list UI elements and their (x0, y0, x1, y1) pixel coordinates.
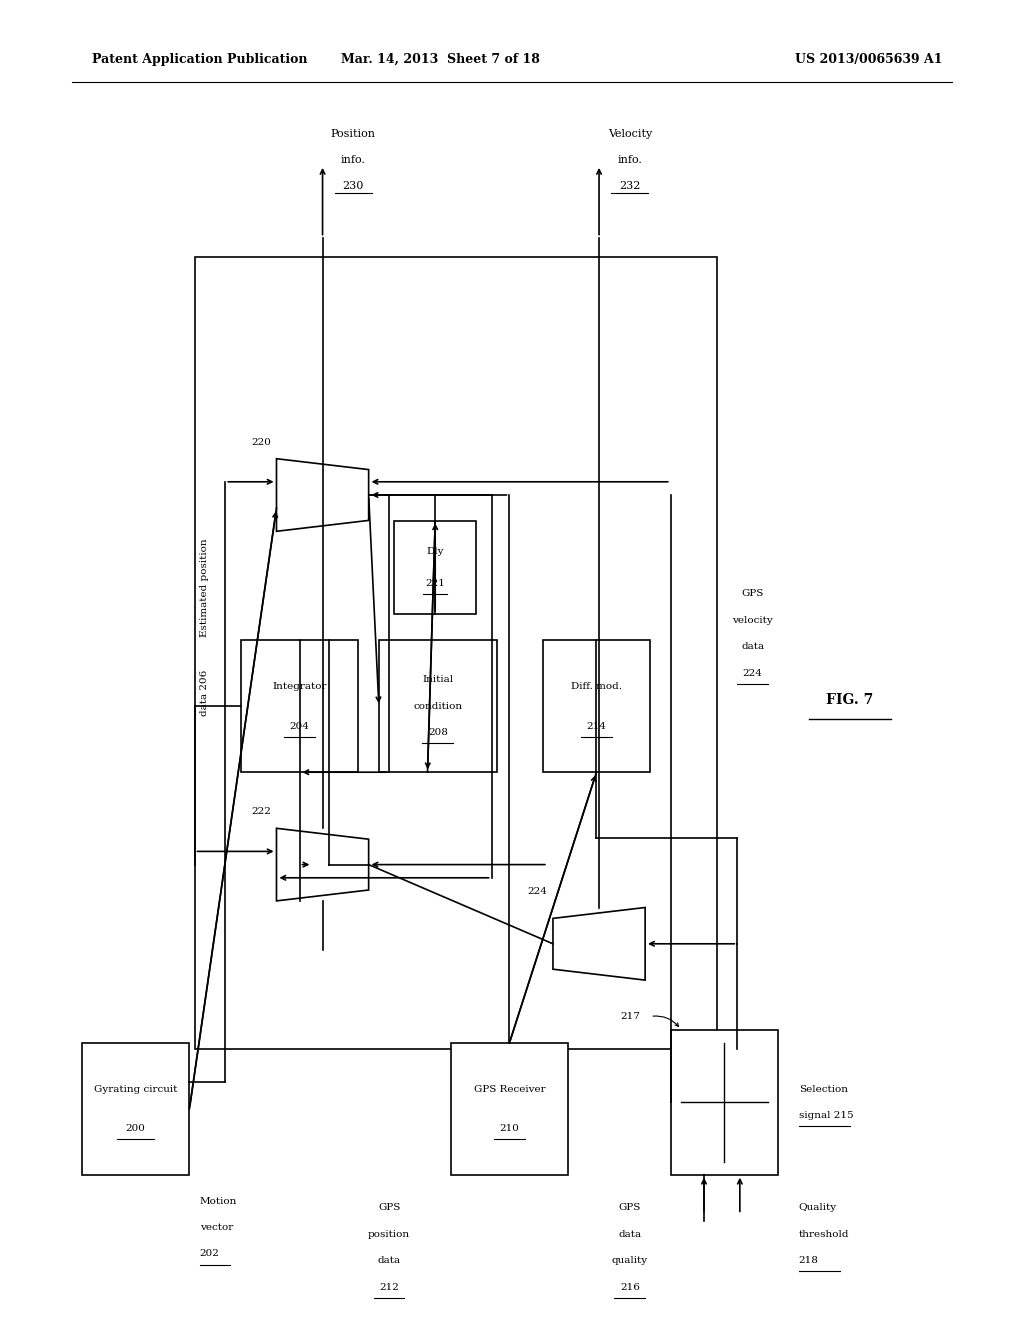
Text: vector: vector (200, 1224, 232, 1232)
Text: 220: 220 (251, 438, 271, 446)
FancyBboxPatch shape (394, 521, 476, 614)
Polygon shape (276, 829, 369, 902)
Text: FIG. 7: FIG. 7 (826, 693, 873, 706)
Text: data: data (618, 1230, 641, 1238)
Text: signal 215: signal 215 (799, 1111, 853, 1119)
Text: 200: 200 (126, 1125, 145, 1133)
Text: Dly: Dly (426, 548, 444, 556)
Text: info.: info. (341, 154, 366, 165)
Text: quality: quality (611, 1257, 648, 1265)
Text: 224: 224 (527, 887, 548, 895)
Text: 214: 214 (587, 722, 606, 730)
Text: GPS Receiver: GPS Receiver (474, 1085, 545, 1093)
FancyBboxPatch shape (379, 640, 497, 772)
Text: 204: 204 (290, 722, 309, 730)
Text: Mar. 14, 2013  Sheet 7 of 18: Mar. 14, 2013 Sheet 7 of 18 (341, 53, 540, 66)
Text: US 2013/0065639 A1: US 2013/0065639 A1 (795, 53, 942, 66)
Text: Patent Application Publication: Patent Application Publication (92, 53, 307, 66)
Text: 230: 230 (343, 181, 364, 191)
Text: Gyrating circuit: Gyrating circuit (94, 1085, 177, 1093)
FancyBboxPatch shape (671, 1030, 778, 1175)
Text: Motion: Motion (200, 1197, 237, 1205)
FancyBboxPatch shape (82, 1043, 189, 1175)
Text: condition: condition (414, 702, 462, 710)
Text: 217: 217 (620, 1012, 640, 1020)
FancyBboxPatch shape (543, 640, 650, 772)
Text: Initial: Initial (422, 676, 454, 684)
Text: GPS: GPS (618, 1204, 641, 1212)
Text: Estimated position: Estimated position (200, 539, 209, 636)
Text: Integrator: Integrator (272, 682, 327, 690)
Text: 210: 210 (500, 1125, 519, 1133)
Text: Position: Position (331, 128, 376, 139)
Text: position: position (368, 1230, 411, 1238)
Polygon shape (276, 459, 369, 531)
Text: Selection: Selection (799, 1085, 848, 1093)
Text: data: data (378, 1257, 400, 1265)
FancyBboxPatch shape (241, 640, 358, 772)
Text: 222: 222 (251, 808, 271, 816)
Text: velocity: velocity (732, 616, 773, 624)
Text: Diff. mod.: Diff. mod. (571, 682, 622, 690)
Text: 208: 208 (428, 729, 447, 737)
Text: 202: 202 (200, 1250, 219, 1258)
Text: 216: 216 (620, 1283, 640, 1291)
Text: 224: 224 (742, 669, 763, 677)
Text: info.: info. (617, 154, 642, 165)
Polygon shape (553, 908, 645, 979)
Text: 218: 218 (799, 1257, 818, 1265)
Text: data 206: data 206 (200, 669, 209, 717)
Text: threshold: threshold (799, 1230, 849, 1238)
Text: GPS: GPS (741, 590, 764, 598)
Text: GPS: GPS (378, 1204, 400, 1212)
Text: 212: 212 (379, 1283, 399, 1291)
Text: Velocity: Velocity (607, 128, 652, 139)
FancyBboxPatch shape (451, 1043, 568, 1175)
Text: data: data (741, 643, 764, 651)
Text: 232: 232 (620, 181, 640, 191)
Text: 221: 221 (425, 579, 445, 587)
Text: Quality: Quality (799, 1204, 837, 1212)
